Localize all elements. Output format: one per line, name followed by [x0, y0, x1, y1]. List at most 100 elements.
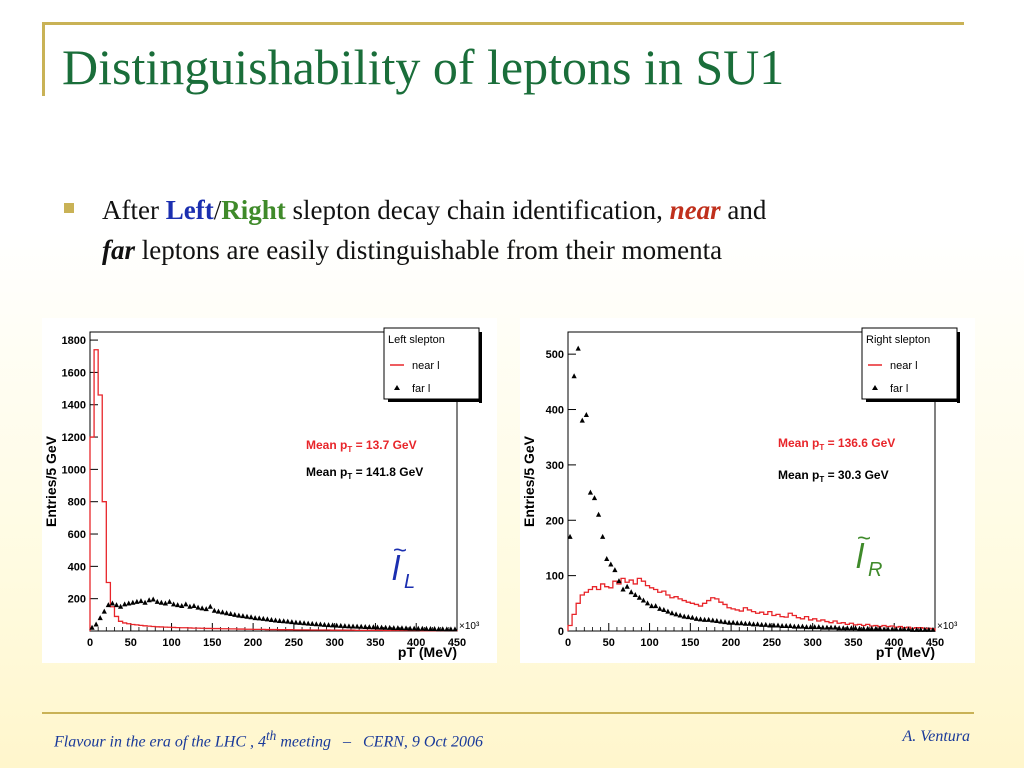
- far-series-point: [391, 625, 397, 631]
- slepton-subscript: R: [868, 559, 882, 581]
- mean-near-annotation: Mean pT = 13.7 GeV: [306, 438, 417, 454]
- bullet-word-and: and: [727, 195, 767, 225]
- y-axis-title: Entries/5 GeV: [43, 435, 59, 527]
- legend-shadow: [957, 332, 960, 403]
- far-series-point: [710, 617, 716, 623]
- far-series-point: [350, 623, 356, 629]
- y-tick-label: 200: [546, 515, 564, 527]
- far-series-point: [791, 623, 797, 629]
- x-tick-label: 200: [244, 637, 262, 649]
- far-series-point: [321, 621, 328, 627]
- far-series-point: [105, 602, 111, 608]
- far-series-point: [604, 556, 610, 562]
- far-series-point: [657, 605, 663, 611]
- mean-far-annotation: Mean pT = 141.8 GeV: [306, 465, 423, 481]
- x-tick-label: 250: [763, 637, 781, 649]
- far-series-point: [374, 624, 381, 630]
- far-series-point: [881, 626, 887, 632]
- x-tick-label: 150: [681, 637, 699, 649]
- far-series-point: [824, 624, 830, 630]
- far-series-point: [930, 626, 936, 632]
- far-series-point: [575, 345, 581, 351]
- far-series-point: [399, 625, 405, 631]
- far-series-point: [840, 625, 846, 631]
- far-series-point: [358, 623, 364, 629]
- mean-near-value: = 13.7 GeV: [352, 438, 416, 452]
- far-series-point: [134, 598, 140, 604]
- far-series-point: [411, 625, 417, 631]
- legend-near-label: near l: [890, 360, 918, 372]
- far-series-point: [211, 607, 217, 613]
- far-series-point: [293, 619, 299, 625]
- far-series-point: [342, 623, 348, 629]
- far-series-point: [669, 610, 675, 616]
- x-tick-label: 50: [603, 637, 615, 649]
- bullet-mid-text: slepton decay chain identification,: [292, 195, 663, 225]
- far-series-point: [644, 600, 651, 606]
- mean-near-value: = 136.6 GeV: [824, 436, 895, 450]
- legend: Left slepton near l far l: [383, 327, 482, 403]
- slepton-tilde: ~: [393, 537, 407, 564]
- far-series-point: [595, 511, 602, 517]
- far-series-point: [130, 599, 136, 605]
- far-series-point: [909, 626, 916, 632]
- far-series-point: [277, 617, 283, 623]
- far-series-point: [779, 623, 785, 629]
- far-series-point: [816, 624, 822, 630]
- far-series-point: [113, 602, 120, 608]
- x-tick-label: 0: [87, 637, 93, 649]
- far-series-point: [334, 622, 340, 628]
- far-series-point: [325, 622, 332, 628]
- far-series-point: [215, 608, 222, 614]
- far-series-point: [689, 614, 695, 620]
- far-series-point: [191, 602, 197, 608]
- mean-far-label: Mean p: [306, 465, 347, 479]
- x-tick-label: 100: [640, 637, 658, 649]
- y-tick-label: 300: [546, 460, 564, 472]
- far-series-point: [648, 603, 655, 609]
- far-series-point: [232, 611, 238, 617]
- legend-shadow: [479, 332, 482, 403]
- far-series-point: [685, 614, 691, 620]
- far-series-point: [905, 626, 912, 632]
- far-series-point: [309, 620, 315, 626]
- far-series-point: [248, 614, 254, 620]
- x-tick-label: 300: [803, 637, 821, 649]
- x-axis-title: pT (MeV): [876, 644, 935, 660]
- legend: Right slepton near l far l: [861, 327, 960, 403]
- x-tick-label: 450: [926, 637, 944, 649]
- chart-svg: 0 50 100 150 200 250 300 350 400 450 0 100 200 300 400…: [521, 327, 960, 660]
- far-series-point: [738, 620, 744, 626]
- far-series-point: [852, 625, 859, 631]
- y-tick-label: 500: [546, 349, 564, 361]
- far-series-point: [844, 625, 850, 631]
- title-accent-horizontal-line: [42, 22, 964, 25]
- far-series-point: [219, 609, 226, 615]
- far-series-point: [154, 598, 160, 604]
- far-series-point: [714, 618, 720, 624]
- y-tick-label: 1800: [62, 335, 86, 347]
- x-tick-label: 400: [885, 637, 903, 649]
- far-series-point: [832, 624, 838, 630]
- mean-far-sub: T: [347, 472, 352, 481]
- legend-shadow: [866, 399, 960, 402]
- far-series-point: [600, 533, 606, 539]
- footer-divider: [42, 712, 974, 714]
- footer-event-text-a: Flavour in the era of the LHC , 4: [54, 733, 266, 751]
- far-series-point: [158, 599, 164, 605]
- legend-shadow: [388, 399, 482, 402]
- legend-title: Left slepton: [388, 334, 445, 346]
- y-tick-label: 100: [546, 571, 564, 583]
- chart-svg: 0 50 100 150 200 250 300 350 400 450 200 400 600 800 1…: [43, 327, 482, 660]
- far-series-point: [746, 620, 753, 626]
- far-series-point: [681, 613, 687, 619]
- far-series-point: [730, 619, 736, 625]
- far-series-point: [179, 602, 185, 608]
- far-series-point: [252, 615, 258, 621]
- far-series-point: [926, 626, 932, 632]
- mean-far-label: Mean p: [778, 468, 819, 482]
- far-series-point: [362, 623, 368, 629]
- legend-far-label: far l: [412, 383, 430, 395]
- far-series-point: [89, 624, 95, 630]
- far-series-point: [918, 626, 924, 632]
